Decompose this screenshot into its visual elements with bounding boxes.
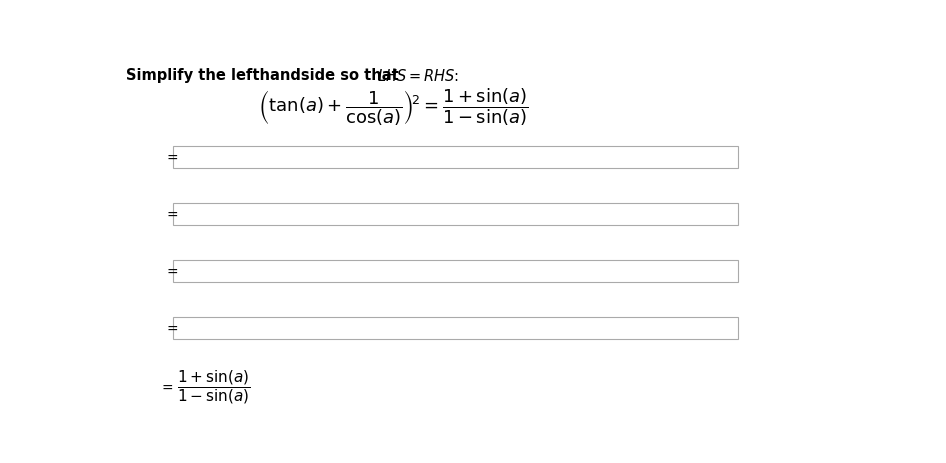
- FancyBboxPatch shape: [173, 146, 738, 168]
- FancyBboxPatch shape: [173, 317, 738, 339]
- Text: $\left(\tan(a) + \dfrac{1}{\cos(a)}\right)^{\!2} = \dfrac{1 + \sin(a)}{1 - \sin(: $\left(\tan(a) + \dfrac{1}{\cos(a)}\righ…: [257, 87, 529, 128]
- FancyBboxPatch shape: [173, 203, 738, 225]
- FancyBboxPatch shape: [173, 260, 738, 282]
- Text: $=$: $=$: [165, 207, 179, 221]
- Text: $=$: $=$: [159, 380, 173, 394]
- Text: $\dfrac{1 + \sin(a)}{1 - \sin(a)}$: $\dfrac{1 + \sin(a)}{1 - \sin(a)}$: [177, 368, 251, 406]
- Text: Simplify the lefthandside so that: Simplify the lefthandside so that: [126, 68, 403, 83]
- Text: $LHS = RHS$:: $LHS = RHS$:: [377, 68, 459, 84]
- Text: $=$: $=$: [165, 321, 179, 335]
- Text: $=$: $=$: [165, 264, 179, 278]
- Text: $=$: $=$: [165, 150, 179, 164]
